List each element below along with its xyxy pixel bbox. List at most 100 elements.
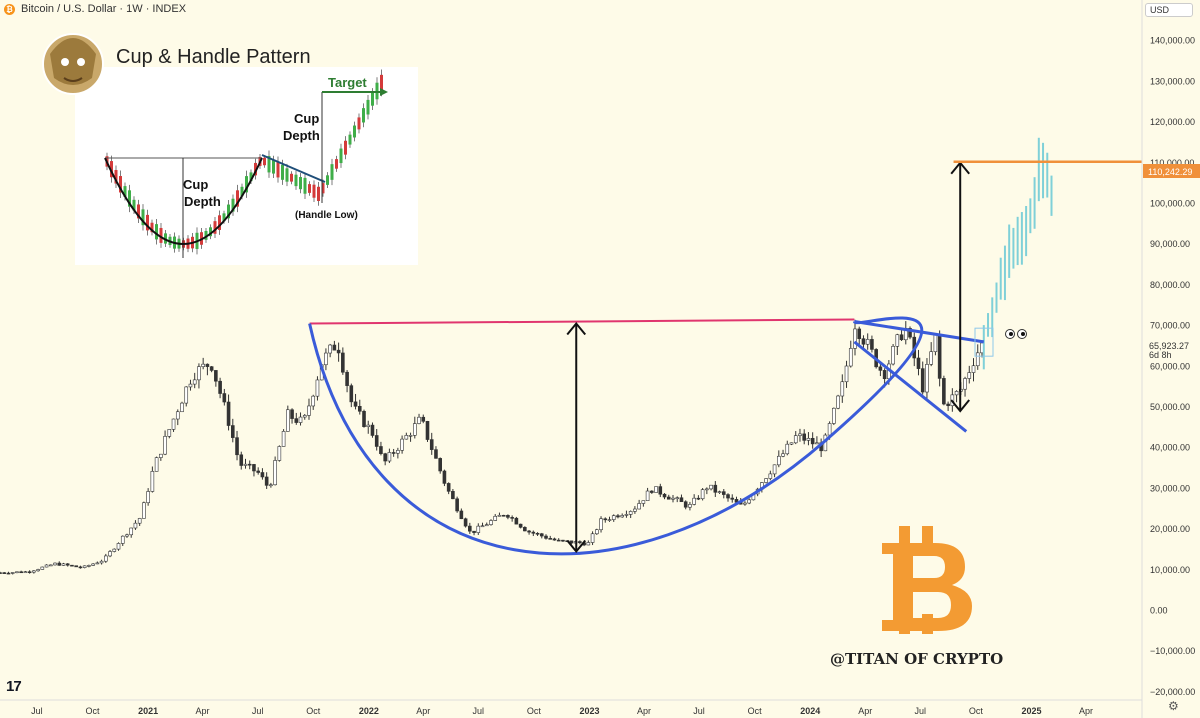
candle-body	[48, 564, 53, 567]
candle-body	[510, 517, 514, 519]
time-axis[interactable]: Jul Oct 2021 Apr Jul Oct 2022 Apr Jul Oct 2023 Apr J…	[0, 699, 1142, 716]
candle-body	[514, 517, 519, 525]
candle-body	[696, 497, 701, 500]
x-tick-label: Jul	[473, 706, 485, 716]
candle-body	[294, 418, 299, 423]
candle-body	[53, 562, 57, 566]
candle-body	[235, 437, 239, 456]
candle-body	[556, 539, 561, 542]
price-axis[interactable]: 140,000.00 130,000.00 120,000.00 110,000.00…	[1141, 0, 1195, 718]
candle-body	[743, 502, 747, 505]
candle-body	[391, 452, 396, 454]
chart-header: ₿ Bitcoin / U.S. Dollar · 1W · INDEX	[0, 0, 186, 18]
candle-body	[429, 439, 434, 450]
candle-body	[599, 518, 603, 531]
x-tick-label: Apr	[858, 706, 872, 716]
candle-body	[544, 535, 548, 539]
y-tick-label: 140,000.00	[1150, 36, 1195, 46]
currency-selector[interactable]: USD	[1145, 3, 1193, 17]
inset-candle-body	[321, 183, 325, 194]
candle-body	[324, 352, 328, 366]
candle-body	[692, 497, 696, 505]
inset-candle-body	[119, 176, 122, 193]
candle-body	[425, 421, 430, 440]
candle-body	[154, 457, 159, 472]
inset-candle-body	[137, 204, 140, 219]
gear-icon[interactable]: ⚙	[1168, 699, 1179, 713]
candle-body	[836, 395, 840, 409]
candle-body	[857, 328, 862, 339]
candle-body	[243, 463, 248, 466]
tradingview-logo: 17	[6, 678, 22, 695]
inset-candle-body	[312, 184, 316, 198]
candle-body	[159, 453, 163, 458]
x-tick-label: Oct	[86, 706, 101, 716]
y-tick-label: 30,000.00	[1150, 483, 1190, 493]
candle-body	[171, 418, 176, 430]
candle-body	[99, 560, 104, 564]
inset-candle-body	[159, 227, 163, 243]
candle-body	[806, 437, 811, 441]
candle-body	[963, 378, 967, 390]
inset-candle-body	[348, 134, 352, 145]
inset-candle-body	[114, 170, 118, 184]
rim-line	[309, 318, 855, 325]
candle-body	[848, 348, 853, 367]
inset-candle-body	[231, 198, 235, 212]
inset-candle-body	[245, 176, 248, 193]
candle-body	[645, 490, 650, 501]
candle-body	[142, 502, 146, 519]
x-tick-label: Oct	[969, 706, 984, 716]
y-tick-label: 60,000.00	[1150, 361, 1190, 371]
candle-body	[611, 515, 616, 520]
y-tick-label: 0.00	[1150, 605, 1168, 615]
candle-body	[74, 565, 78, 568]
candle-body	[662, 493, 667, 498]
candle-body	[298, 416, 303, 423]
candle-body	[882, 370, 887, 380]
inset-candle-body	[227, 204, 230, 219]
candle-body	[946, 403, 950, 407]
x-tick-label: Jul	[693, 706, 705, 716]
candle-series	[0, 319, 984, 575]
x-tick-label: Apr	[416, 706, 430, 716]
candle-body	[349, 385, 354, 403]
candle-body	[895, 334, 900, 347]
inset-handle-low-label: (Handle Low)	[295, 210, 358, 221]
y-tick-label: 50,000.00	[1150, 402, 1190, 412]
candle-body	[40, 566, 45, 570]
candle-body	[239, 454, 244, 466]
x-tick-label: 2025	[1022, 706, 1042, 716]
candle-body	[438, 458, 442, 472]
pattern-annotations	[308, 160, 1142, 556]
candle-body	[793, 435, 798, 444]
inset-candle-body	[344, 140, 347, 155]
candle-body	[315, 379, 320, 397]
candle-body	[633, 508, 637, 512]
candle-body	[434, 449, 438, 459]
candle-body	[184, 386, 189, 404]
candle-body	[561, 539, 565, 542]
candle-body	[650, 490, 654, 493]
candle-body	[0, 572, 2, 574]
candle-body	[688, 504, 692, 508]
candle-body	[493, 515, 498, 521]
candle-body	[205, 363, 210, 367]
candle-body	[214, 370, 218, 382]
candle-body	[290, 409, 294, 419]
inset-candle-body	[236, 190, 239, 207]
candle-body	[666, 496, 671, 500]
y-tick-label: 70,000.00	[1150, 321, 1190, 331]
candle-body	[404, 435, 409, 440]
candle-body	[764, 478, 768, 483]
candle-body	[328, 344, 332, 354]
candle-body	[311, 395, 316, 407]
candle-body	[768, 473, 773, 479]
inset-candle-body	[281, 164, 284, 180]
x-tick-label: Apr	[196, 706, 210, 716]
bitcoin-icon: ₿	[4, 3, 15, 15]
handle-bottom-line	[853, 340, 968, 433]
inset-candle-body	[132, 199, 136, 211]
candle-body	[277, 446, 282, 461]
